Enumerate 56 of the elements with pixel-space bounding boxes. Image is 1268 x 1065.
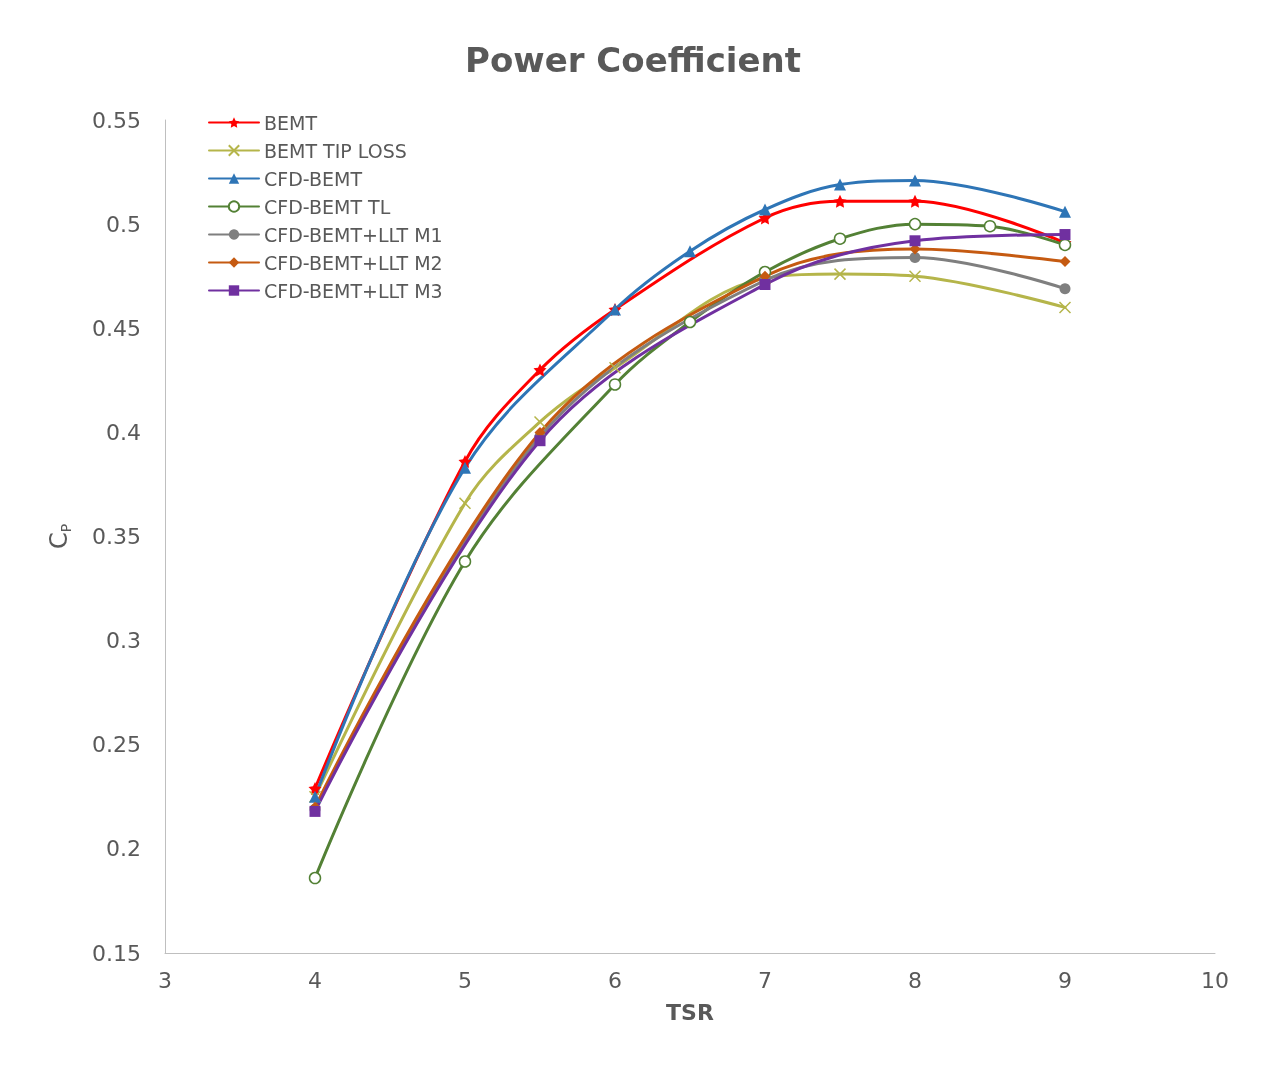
chart-title: Power Coefficient — [465, 40, 801, 80]
y-tick-label: 0.55 — [92, 107, 141, 133]
point — [1059, 229, 1071, 241]
point — [833, 267, 847, 281]
y-tick-label: 0.4 — [106, 419, 141, 445]
point — [533, 363, 547, 377]
y-tick-label: 0.45 — [92, 315, 141, 341]
y-axis-title: CP — [45, 523, 74, 550]
point — [833, 194, 847, 208]
x-tick-label: 10 — [1201, 967, 1229, 993]
x-tick-label: 8 — [908, 967, 922, 993]
point — [1059, 283, 1071, 295]
point — [608, 378, 622, 391]
point — [908, 194, 922, 208]
point — [1059, 205, 1071, 218]
y-tick-label: 0.3 — [106, 628, 141, 654]
legend-label: CFD-BEMT+LLT M3 — [264, 279, 443, 302]
y-tick-label: 0.25 — [92, 732, 141, 758]
x-tick-label: 9 — [1058, 967, 1072, 993]
y-tick-label: 0.15 — [92, 940, 141, 966]
x-tick-label: 7 — [758, 967, 772, 993]
point — [458, 555, 472, 568]
point — [1059, 256, 1071, 268]
legend-label: CFD-BEMT TL — [264, 195, 391, 218]
y-tick-label: 0.2 — [106, 836, 141, 862]
x-tick-label: 5 — [458, 967, 472, 993]
point — [909, 251, 921, 263]
x-tick-label: 4 — [308, 967, 322, 993]
legend-label: CFD-BEMT — [264, 167, 363, 190]
point — [308, 871, 322, 885]
point — [759, 279, 771, 291]
point — [983, 219, 997, 233]
legend-label: CFD-BEMT+LLT M2 — [264, 251, 443, 274]
point — [908, 269, 922, 283]
point — [684, 245, 696, 258]
point — [909, 174, 921, 187]
point — [458, 496, 472, 510]
point — [834, 178, 846, 191]
point — [308, 781, 322, 795]
x-tick-label: 6 — [608, 967, 622, 993]
point — [608, 361, 622, 375]
x-axis-title: TSR — [666, 999, 714, 1025]
point — [833, 232, 847, 245]
point — [908, 217, 922, 231]
point — [534, 435, 546, 447]
point — [909, 235, 921, 247]
point — [1058, 301, 1072, 314]
y-tick-label: 0.35 — [92, 524, 141, 549]
legend-label: CFD-BEMT+LLT M1 — [264, 223, 443, 246]
legend-label: BEMT — [264, 111, 318, 134]
legend-label: BEMT TIP LOSS — [264, 139, 407, 162]
x-tick-label: 3 — [158, 967, 172, 993]
point — [459, 461, 471, 474]
point — [759, 203, 771, 216]
y-tick-label: 0.5 — [106, 211, 141, 237]
point — [683, 315, 697, 329]
